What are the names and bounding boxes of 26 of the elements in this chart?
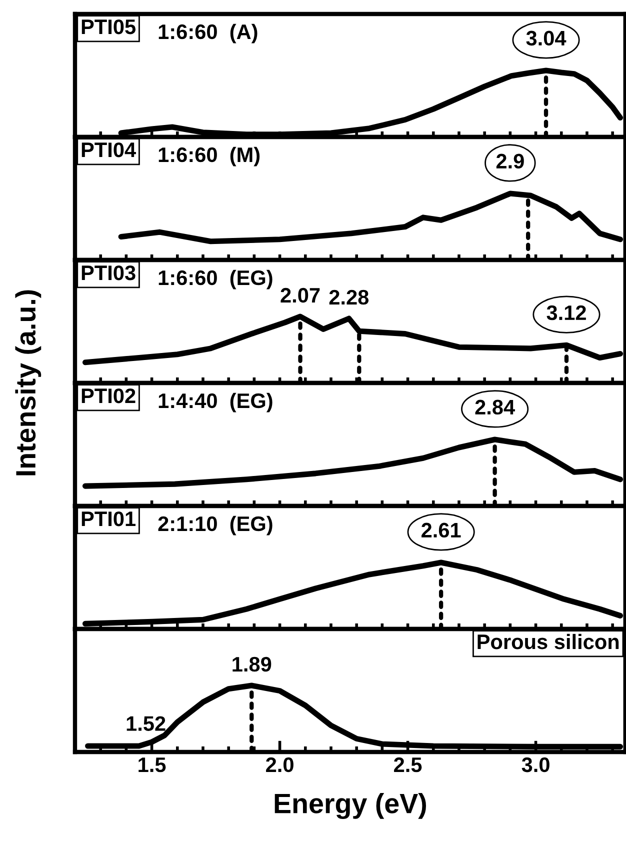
- x-tick-label: 3.0: [522, 757, 550, 772]
- chart-subtitle: 2:1:10 (EG): [158, 516, 272, 536]
- annotation: 1.89: [232, 656, 272, 672]
- annotation: 3.04: [526, 30, 566, 46]
- annotation: 3.12: [546, 305, 586, 320]
- x-tick-label: 2.0: [266, 757, 294, 772]
- chart-title: PTI01: [82, 511, 136, 526]
- chart-subtitle: 1:6:60 (EG): [158, 270, 272, 290]
- annotation: 2.9: [496, 154, 524, 169]
- chart-subtitle: 1:6:60 (M): [158, 146, 260, 166]
- y-axis-title: Intensity (a.u.): [15, 290, 42, 476]
- annotation: 2.61: [422, 522, 461, 538]
- x-tick-label: 2.5: [394, 757, 422, 772]
- chart-subtitle: 1:6:60 (A): [158, 24, 258, 44]
- annotation: 1.52: [126, 716, 166, 731]
- annotation: 2.84: [475, 400, 515, 415]
- x-axis-title: Energy (eV): [274, 792, 426, 819]
- chart-title: PTI03: [82, 265, 136, 280]
- x-tick-label: 1.5: [138, 758, 166, 772]
- annotation: 2.07: [280, 288, 320, 303]
- chart-title: PTI04: [82, 142, 136, 158]
- annotation: 2.28: [329, 290, 369, 305]
- chart-title: PTI02: [82, 388, 136, 404]
- chart-title: Porous silicon: [478, 634, 619, 650]
- chart-title: PTI05: [82, 19, 136, 34]
- chart-subtitle: 1:4:40 (EG): [158, 392, 272, 412]
